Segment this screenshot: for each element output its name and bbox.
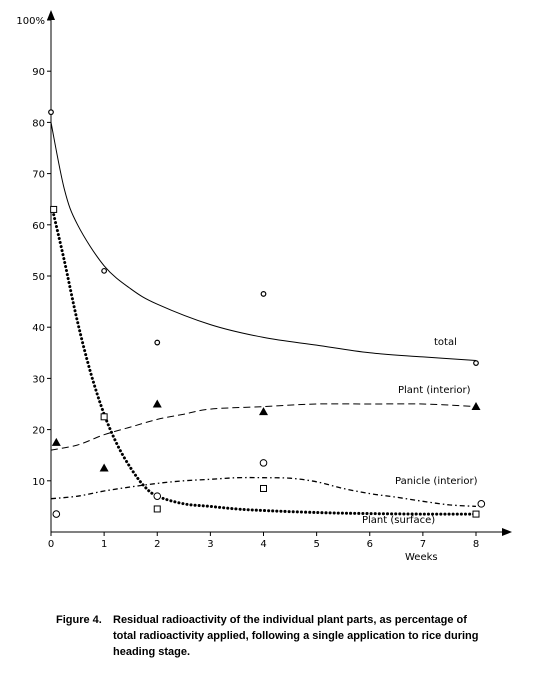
series-line-1 <box>50 403 477 451</box>
series-label-panicle-interior: Panicle (interior) <box>395 476 478 487</box>
y-tick-label: 30 <box>32 374 45 385</box>
y-tick-label: 70 <box>32 170 45 181</box>
x-tick-label: 2 <box>154 539 160 550</box>
x-tick-label: 6 <box>367 539 373 550</box>
y-axis: 10 20 30 40 50 60 70 80 90 100% <box>16 10 55 532</box>
x-tick-label: 3 <box>207 539 213 550</box>
caption-line-2: total radioactivity applied, following a… <box>113 630 479 642</box>
data-point <box>50 205 58 213</box>
series-label-plant-surface: Plant (surface) <box>362 515 435 526</box>
x-axis: 0 1 2 3 4 5 6 7 8 Weeks <box>48 528 512 563</box>
data-point <box>260 291 267 297</box>
caption-line-3: heading stage. <box>113 646 191 658</box>
data-point <box>477 500 486 508</box>
x-tick-label: 7 <box>420 539 426 550</box>
data-point <box>100 413 108 421</box>
y-tick-label: 10 <box>32 477 45 488</box>
series-line-0 <box>50 122 477 361</box>
series-label-plant-interior: Plant (interior) <box>398 385 471 396</box>
y-tick-label: 20 <box>32 426 45 437</box>
data-point <box>471 402 481 411</box>
x-tick-label: 0 <box>48 539 54 550</box>
y-tick-label: 100% <box>16 16 45 27</box>
data-point <box>259 459 268 467</box>
x-ticks: 0 1 2 3 4 5 6 7 8 <box>48 532 479 550</box>
x-tick-label: 1 <box>101 539 107 550</box>
x-axis-label: Weeks <box>405 552 438 563</box>
data-point <box>51 437 61 446</box>
y-axis-arrow <box>47 10 55 20</box>
data-point <box>153 505 161 513</box>
y-tick-label: 60 <box>32 221 45 232</box>
data-point <box>99 463 109 472</box>
data-point <box>154 339 161 346</box>
series-label-total: total <box>434 337 457 348</box>
series-labels: total Plant (interior) Panicle (interior… <box>362 337 478 526</box>
data-point <box>259 407 268 416</box>
data-point <box>52 510 61 518</box>
x-axis-arrow <box>502 528 512 536</box>
y-tick-label: 40 <box>32 323 45 334</box>
y-ticks: 10 20 30 40 50 60 70 80 90 100% <box>16 16 51 488</box>
series-line-3 <box>52 213 478 516</box>
series-curves <box>50 122 478 516</box>
y-tick-label: 80 <box>32 118 45 129</box>
data-point <box>260 484 267 492</box>
data-point <box>101 267 108 274</box>
chart-canvas: 10 20 30 40 50 60 70 80 90 100% 0 1 2 3 4 5 6 7 8 Weeks t… <box>16 10 512 563</box>
series-markers <box>48 109 486 518</box>
data-point <box>472 510 480 518</box>
data-point <box>152 399 162 408</box>
y-tick-label: 90 <box>32 67 45 78</box>
x-tick-label: 5 <box>313 539 319 550</box>
caption-line-1: Residual radioactivity of the individual… <box>113 614 467 626</box>
data-point <box>473 360 479 366</box>
x-tick-label: 8 <box>473 539 479 550</box>
series-line-2 <box>50 476 477 508</box>
data-point <box>153 492 162 500</box>
figure-caption: Figure 4. Residual radioactivity of the i… <box>56 612 496 660</box>
data-point <box>48 109 54 116</box>
caption-figure-number: Figure 4. <box>56 614 102 626</box>
y-tick-label: 50 <box>32 272 45 283</box>
x-tick-label: 4 <box>260 539 266 550</box>
